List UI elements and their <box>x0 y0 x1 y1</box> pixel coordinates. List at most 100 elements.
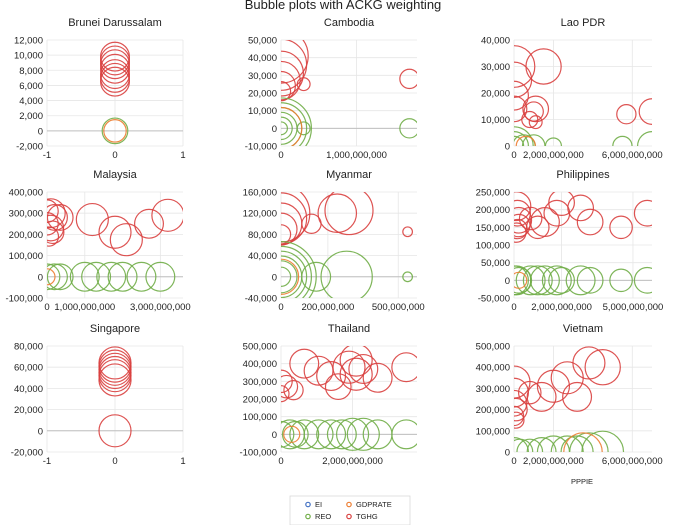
bubble-tghg <box>98 215 132 249</box>
bubble-tghg <box>518 206 543 231</box>
bubble-tghg <box>317 193 358 234</box>
bubble-reo <box>581 430 625 452</box>
bubble-reo <box>529 265 560 296</box>
bubble-tghg <box>281 224 292 245</box>
bubble-gdprate <box>281 258 300 295</box>
bubble-reo <box>576 266 604 294</box>
bubble-tghg <box>514 95 528 123</box>
panel-cambodia: Cambodia-10,000010,00020,00030,00040,000… <box>245 17 417 161</box>
bubble-tghg <box>399 68 417 90</box>
y-tick-label: 0 <box>38 426 43 437</box>
bubble-tghg <box>281 40 308 91</box>
x-tick-label: 3,000,000,000 <box>130 302 191 313</box>
y-tick-label: 10,000 <box>14 51 43 62</box>
bubble-reo <box>637 131 652 146</box>
y-tick-label: 200,000 <box>9 230 43 241</box>
bubble-layer <box>514 45 652 146</box>
x-tick-label: 1,000,000,000 <box>54 302 115 313</box>
bubble-reo <box>514 135 525 146</box>
bubble-reo <box>514 438 534 452</box>
x-tick-label: 0 <box>278 150 283 161</box>
x-tick-label: 1,000,000,000 <box>326 150 387 161</box>
bubble-tghg <box>75 202 109 237</box>
bubble-tghg <box>576 208 604 236</box>
panel-title: Malaysia <box>93 169 137 181</box>
bubble-reo <box>515 265 546 296</box>
bubble-gdprate <box>47 268 56 286</box>
bubble-gdprate <box>283 425 301 443</box>
bubble-reo <box>536 435 571 452</box>
x-tick-label: 6,000,000,000 <box>602 456 663 467</box>
y-tick-label: 0 <box>38 126 43 137</box>
bubble-reo <box>145 261 176 292</box>
x-tick-label: 0 <box>278 302 283 313</box>
bubble-tghg <box>514 192 532 222</box>
y-tick-label: 8,000 <box>19 66 43 77</box>
bubble-layer <box>281 40 417 146</box>
panel-lao-pdr: Lao PDR 0 10,000 20,000 30,000 40,000 0 2,000,0… <box>481 17 663 161</box>
y-tick-label: 200,000 <box>243 395 277 406</box>
y-tick-label: 0 <box>505 276 510 287</box>
y-tick-label: -20,000 <box>11 448 43 459</box>
bubble-reo <box>281 260 298 294</box>
chart-title: Bubble plots with ACKG weighting <box>245 0 442 12</box>
legend-label-gdprate: GDPRATE <box>356 500 392 509</box>
bubble-tghg <box>616 103 637 125</box>
bubble-tghg <box>47 204 74 231</box>
bubble-reo <box>281 102 308 146</box>
y-tick-label: 400,000 <box>243 359 277 370</box>
bubble-tghg <box>514 405 525 427</box>
y-tick-label: 40,000 <box>14 384 43 395</box>
y-tick-label: -100,000 <box>5 294 43 305</box>
y-tick-label: 40,000 <box>481 36 510 47</box>
bubble-reo <box>281 250 308 298</box>
y-tick-label: 300,000 <box>476 384 510 395</box>
bubble-tghg <box>391 352 417 383</box>
bubble-tghg <box>633 199 652 227</box>
bubble-tghg <box>362 362 393 393</box>
bubble-reo <box>346 417 380 451</box>
bubble-reo <box>281 420 295 448</box>
bubble-tghg <box>281 192 311 243</box>
bubble-tghg <box>528 115 543 130</box>
panel-myanmar: Myanmar-40,000040,00080,000120,000160,00… <box>243 169 425 313</box>
bubble-reo <box>560 435 594 452</box>
legend-marker-reo <box>305 513 311 520</box>
panel-container: Brunei Darussalam -2,000 0 2,000 4,000 6,000 8… <box>5 17 664 467</box>
bubble-tghg <box>283 379 304 401</box>
bubble-reo <box>612 135 633 146</box>
bubble-tghg <box>281 212 298 246</box>
bubble-tghg <box>514 213 531 238</box>
bubble-reo <box>521 134 546 146</box>
bubble-reo <box>569 432 609 452</box>
bubble-reo <box>96 261 127 292</box>
bubble-tghg <box>514 45 536 88</box>
legend-frame <box>289 495 411 525</box>
bubble-reo <box>326 419 357 450</box>
y-tick-label: 100,000 <box>9 251 43 262</box>
y-tick-label: 300,000 <box>9 209 43 220</box>
x-tick-label: 500,000,000 <box>372 302 425 313</box>
bubble-tghg <box>525 215 550 240</box>
bubble-layer <box>514 346 625 452</box>
panel-title: Myanmar <box>326 169 372 181</box>
y-tick-label: 100,000 <box>476 241 510 252</box>
bubble-tghg <box>548 192 575 216</box>
y-tick-label: 300,000 <box>243 377 277 388</box>
panel-philippines: Philippines-50,000050,000100,000150,0002… <box>476 169 664 313</box>
y-tick-label: 2,000 <box>19 111 43 122</box>
y-tick-label: 30,000 <box>248 71 277 82</box>
legend-label-ei: EI <box>315 500 322 509</box>
y-tick-label: 0 <box>272 124 277 135</box>
bubble-reo <box>399 118 417 139</box>
y-tick-label: -10,000 <box>245 142 277 153</box>
y-tick-label: -40,000 <box>245 294 277 305</box>
y-tick-label: 0 <box>38 272 43 283</box>
y-tick-label: 120,000 <box>243 209 277 220</box>
bubble-tghg <box>281 369 293 394</box>
bubble-tghg <box>514 199 531 227</box>
bubble-tghg <box>151 198 183 232</box>
panel-title: Philippines <box>556 169 610 181</box>
y-tick-label: 400,000 <box>476 363 510 374</box>
